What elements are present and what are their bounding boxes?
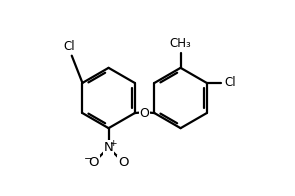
Text: O: O (118, 156, 128, 169)
Text: CH₃: CH₃ (170, 37, 191, 50)
Text: N: N (104, 141, 114, 154)
Text: Cl: Cl (63, 40, 75, 54)
Text: +: + (109, 139, 117, 148)
Text: O: O (89, 156, 99, 169)
Text: Cl: Cl (224, 76, 236, 89)
Text: O: O (140, 107, 150, 120)
Text: −: − (84, 154, 93, 164)
